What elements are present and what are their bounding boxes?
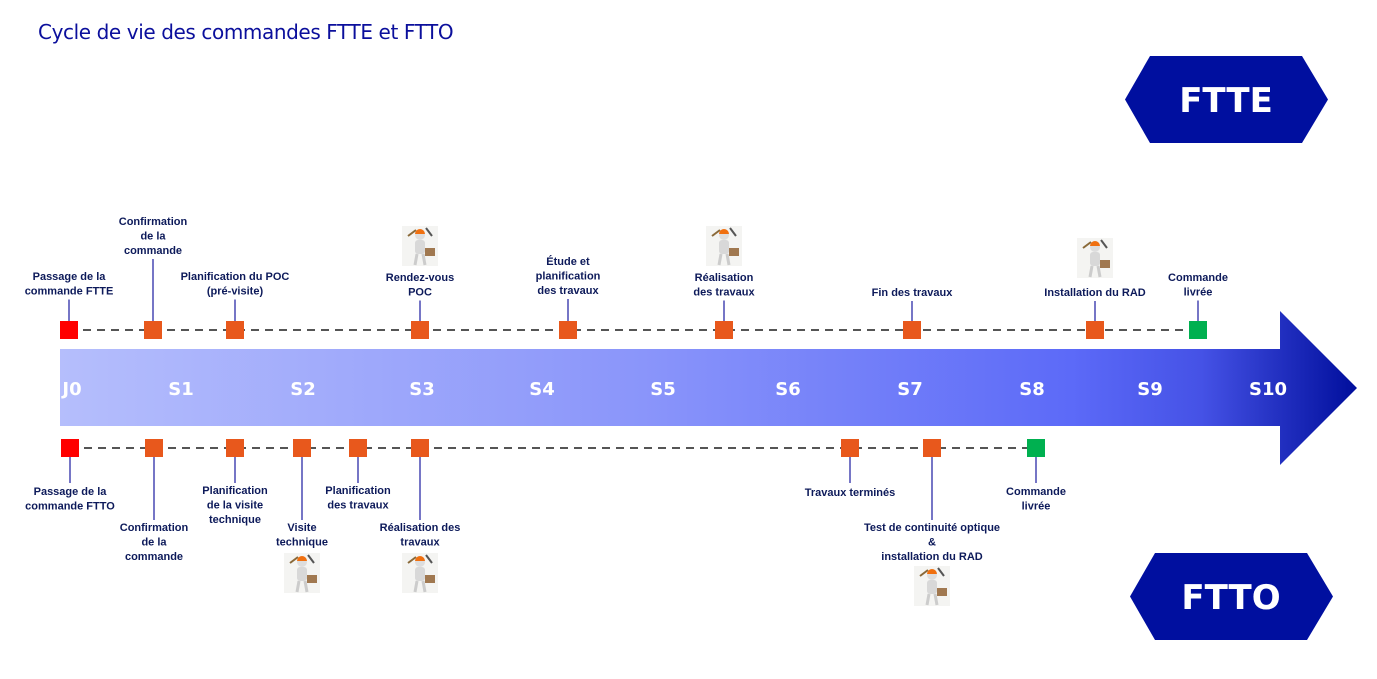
- milestone-label: commande: [125, 551, 183, 563]
- week-label: S5: [650, 379, 676, 400]
- ftto-milestone: Visite technique: [276, 439, 328, 593]
- ftto-milestone: Réalisation des travaux: [380, 439, 461, 593]
- milestone-label: Installation du RAD: [1044, 287, 1146, 299]
- milestone-label: Planification: [202, 485, 268, 497]
- technician-icon: [402, 553, 438, 593]
- milestone-label: Rendez-vous: [386, 272, 454, 284]
- week-label: S10: [1249, 379, 1287, 400]
- week-label: S4: [529, 379, 555, 400]
- milestone-label: des travaux: [537, 285, 599, 297]
- milestone-label: des travaux: [327, 500, 389, 512]
- milestone-marker: [715, 321, 733, 339]
- ftte-milestone: Rendez-vous POC: [386, 226, 454, 339]
- milestone-marker: [923, 439, 941, 457]
- week-label: S9: [1137, 379, 1163, 400]
- ftto-badge-label: FTTO: [1181, 578, 1280, 618]
- ftte-badge: FTTE: [1125, 56, 1328, 143]
- ftte-milestone: Étude et planification des travaux: [536, 255, 601, 339]
- ftte-milestone: Fin des travaux: [872, 287, 954, 339]
- week-label: S1: [168, 379, 194, 400]
- milestone-label: Réalisation des: [380, 522, 461, 534]
- technician-icon: [914, 566, 950, 606]
- milestone-marker: [145, 439, 163, 457]
- ftto-milestone: Travaux terminés: [805, 439, 896, 499]
- milestone-marker: [1189, 321, 1207, 339]
- milestone-label: commande FTTO: [25, 501, 115, 513]
- week-label: S2: [290, 379, 316, 400]
- milestone-marker: [144, 321, 162, 339]
- ftte-milestone: Planification du POC (pré-visite): [181, 271, 290, 339]
- milestone-marker: [226, 439, 244, 457]
- milestone-label: Planification du POC: [181, 271, 290, 283]
- milestone-label: installation du RAD: [881, 551, 983, 563]
- ftto-badge: FTTO: [1130, 553, 1333, 640]
- milestone-label: de la: [141, 537, 167, 549]
- milestone-label: Passage de la: [34, 486, 108, 498]
- milestone-label: Étude et: [546, 255, 590, 268]
- milestone-label: Test de continuité optique: [864, 522, 1000, 534]
- technician-icon: [284, 553, 320, 593]
- milestone-marker: [60, 321, 78, 339]
- milestone-label: commande: [124, 245, 182, 257]
- technician-icon: [1077, 238, 1113, 278]
- milestone-label: POC: [408, 287, 432, 299]
- milestone-label: commande FTTE: [25, 286, 114, 298]
- week-label: J0: [60, 379, 81, 400]
- ftto-milestone: Planification des travaux: [325, 439, 391, 512]
- milestone-marker: [1027, 439, 1045, 457]
- ftte-badge-label: FTTE: [1179, 81, 1273, 121]
- ftte-milestone: Installation du RAD: [1044, 238, 1146, 339]
- milestone-label: (pré-visite): [207, 286, 264, 298]
- milestone-marker: [226, 321, 244, 339]
- ftte-milestone: Confirmation de la commande: [119, 216, 188, 339]
- milestone-label: livrée: [1184, 287, 1213, 299]
- milestone-marker: [841, 439, 859, 457]
- milestone-marker: [411, 321, 429, 339]
- milestone-label: &: [928, 537, 936, 549]
- week-label: S3: [409, 379, 435, 400]
- milestone-label: Commande: [1168, 272, 1228, 284]
- ftte-milestone: Commande livrée: [1168, 272, 1228, 339]
- ftte-milestone: Réalisation des travaux: [693, 226, 755, 339]
- milestone-label: Réalisation: [695, 272, 754, 284]
- milestone-marker: [1086, 321, 1104, 339]
- milestone-marker: [559, 321, 577, 339]
- milestone-label: Confirmation: [120, 522, 189, 534]
- milestone-label: Fin des travaux: [872, 287, 954, 299]
- ftto-milestone: Commande livrée: [1006, 439, 1066, 513]
- ftto-milestone: Test de continuité optique & installation …: [864, 439, 1000, 606]
- milestone-label: Passage de la: [33, 271, 107, 283]
- milestone-label: technique: [209, 514, 261, 526]
- milestone-marker: [349, 439, 367, 457]
- milestone-label: Commande: [1006, 486, 1066, 498]
- milestone-label: livrée: [1022, 501, 1051, 513]
- technician-icon: [706, 226, 742, 266]
- milestone-marker: [61, 439, 79, 457]
- ftto-milestone: Passage de la commande FTTO: [25, 439, 115, 513]
- week-label: S6: [775, 379, 801, 400]
- milestone-label: des travaux: [693, 287, 755, 299]
- milestone-label: de la: [140, 231, 166, 243]
- milestone-label: Visite: [287, 522, 316, 534]
- timeline-arrow: [60, 311, 1357, 465]
- milestone-label: planification: [536, 271, 601, 283]
- ftto-milestone: Planification de la visite technique: [202, 439, 268, 526]
- milestone-marker: [411, 439, 429, 457]
- milestone-label: Travaux terminés: [805, 487, 896, 499]
- page-title: Cycle de vie des commandes FTTE et FTTO: [38, 20, 454, 44]
- milestone-marker: [903, 321, 921, 339]
- ftte-milestone: Passage de la commande FTTE: [25, 271, 114, 339]
- milestone-label: Planification: [325, 485, 391, 497]
- technician-icon: [402, 226, 438, 266]
- milestone-label: de la visite: [207, 500, 263, 512]
- week-label: S8: [1019, 379, 1045, 400]
- week-label: S7: [897, 379, 923, 400]
- milestone-label: Confirmation: [119, 216, 188, 228]
- milestone-label: technique: [276, 537, 328, 549]
- milestone-label: travaux: [400, 537, 440, 549]
- milestone-marker: [293, 439, 311, 457]
- ftto-milestone: Confirmation de la commande: [120, 439, 189, 563]
